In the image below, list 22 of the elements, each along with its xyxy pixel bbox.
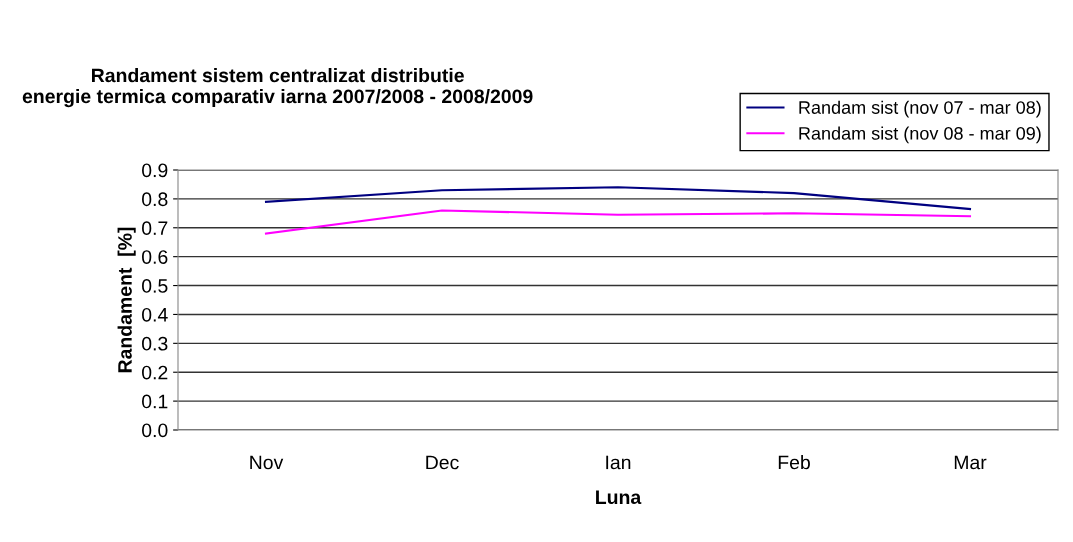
y-tick-label: 0.7 bbox=[142, 221, 168, 236]
x-tick-label: Feb bbox=[778, 455, 810, 470]
y-tick-label: 0.1 bbox=[142, 394, 168, 409]
y-tick-label: 0.4 bbox=[142, 307, 168, 322]
y-tick-label: 0.8 bbox=[142, 192, 168, 207]
x-axis-title: Luna bbox=[596, 490, 642, 505]
y-tick-label: 0.2 bbox=[142, 365, 168, 380]
chart-title: Randament sistem centralizat distributie energie termica comparativ iarna 2007/2008 - 2008/2009 bbox=[22, 68, 533, 108]
y-tick-label: 0.9 bbox=[142, 163, 168, 178]
y-axis-title: Randament [%] bbox=[117, 227, 136, 373]
line-series bbox=[264, 209, 972, 235]
y-tick-label: 0.3 bbox=[142, 336, 168, 351]
y-tick-label: 0.0 bbox=[142, 423, 168, 438]
y-tick-label: 0.6 bbox=[142, 250, 168, 264]
line-series bbox=[264, 186, 972, 211]
x-tick-label: Nov bbox=[250, 455, 284, 470]
legend-label: Randam sist (nov 07 - mar 08) bbox=[799, 100, 1041, 118]
x-tick-label: Dec bbox=[426, 455, 459, 470]
y-tick-label: 0.5 bbox=[142, 279, 168, 293]
legend-label: Randam sist (nov 08 - mar 09) bbox=[799, 126, 1041, 144]
x-tick-label: Ian bbox=[606, 455, 631, 470]
x-tick-label: Mar bbox=[954, 455, 987, 470]
